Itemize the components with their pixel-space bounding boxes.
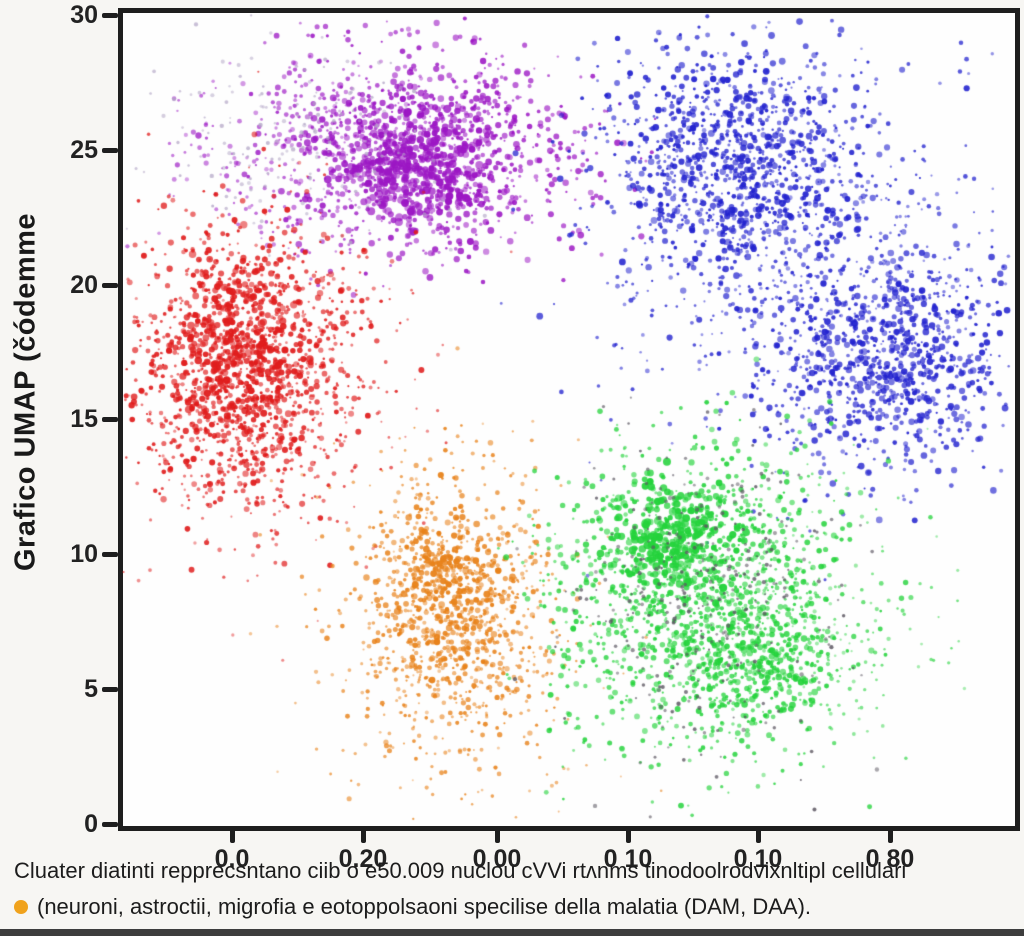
x-tick-label: 0.20: [338, 845, 388, 873]
x-tick-mark: [230, 829, 235, 843]
y-tick-label: 20: [70, 271, 98, 299]
x-tick-mark: [361, 829, 366, 843]
y-tick-mark: [102, 822, 118, 827]
x-tick-label: 0.0: [214, 845, 250, 873]
x-tick-label: 0 10: [603, 845, 653, 873]
x-tick-mark: [626, 829, 631, 843]
x-tick-mark: [756, 829, 761, 843]
y-tick-label: 0: [84, 810, 98, 838]
y-tick-label: 10: [70, 540, 98, 568]
y-tick-label: 5: [84, 675, 98, 703]
x-tick-label: 0 80: [865, 845, 915, 873]
y-tick-label: 30: [70, 1, 98, 29]
y-tick-mark: [102, 13, 118, 18]
x-tick-label: 0 10: [733, 845, 783, 873]
y-tick-label: 15: [70, 405, 98, 433]
caption-line-2-row: (neuroni, astroctii, migrofia e eotoppol…: [14, 894, 811, 920]
x-tick-mark: [888, 829, 893, 843]
y-tick-mark: [102, 552, 118, 557]
x-tick-mark: [495, 829, 500, 843]
y-tick-mark: [102, 417, 118, 422]
y-tick-mark: [102, 283, 118, 288]
caption-line-2: (neuroni, astroctii, migrofia e eotoppol…: [37, 894, 812, 919]
caption-line-1: Cluater diatinti repprecsntano ciib o e5…: [14, 858, 907, 883]
y-tick-label: 25: [70, 136, 98, 164]
y-tick-mark: [102, 687, 118, 692]
orange-bullet-icon: [14, 900, 28, 914]
bottom-bar: [0, 929, 1024, 936]
y-tick-mark: [102, 148, 118, 153]
x-tick-label: 0 00: [472, 845, 522, 873]
